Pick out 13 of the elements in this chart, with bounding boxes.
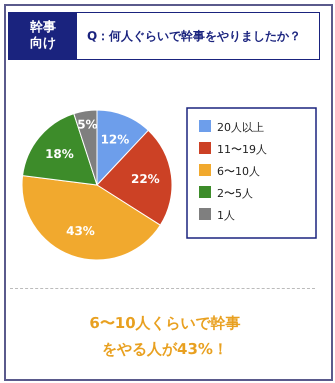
text: 幹事向け: [9, 13, 77, 59]
chart-title: Q：何人ぐらいで幹事をやりましたか？: [87, 28, 302, 44]
data-label: 18%: [45, 146, 74, 161]
legend-label: 20人以上: [217, 121, 264, 134]
data-label: 22%: [131, 172, 160, 186]
data-label: 5%: [77, 117, 98, 132]
legend-label: 11〜19人: [217, 143, 267, 156]
legend-label: 1人: [217, 209, 235, 222]
legend-label: 2〜5人: [217, 187, 253, 200]
text: 6〜10人くらいで幹事をやる人が43%！: [88, 313, 242, 360]
data-label: 12%: [100, 132, 130, 147]
legend-label: 6〜10人: [217, 165, 260, 178]
data-label: 43%: [66, 224, 95, 238]
